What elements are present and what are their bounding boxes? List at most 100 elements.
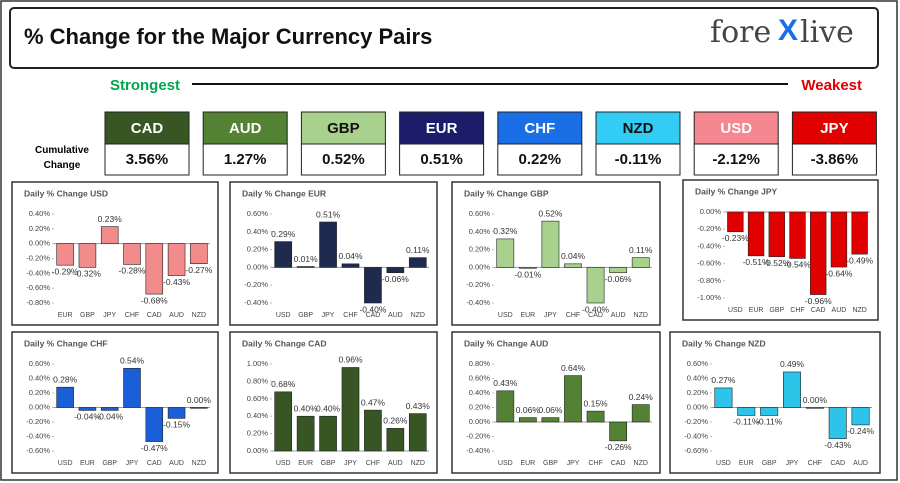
bar [518, 267, 537, 269]
x-tick-label: GBP [102, 460, 117, 467]
currency-cell [104, 143, 190, 176]
value-label: 0.00% [803, 395, 828, 405]
x-tick-label: NZD [411, 460, 425, 467]
value-label: 0.68% [271, 379, 296, 389]
y-tick-label: 0.20% [247, 429, 269, 438]
y-tick-label: -0.20% [244, 280, 268, 289]
value-label: -0.01% [514, 270, 541, 280]
y-tick-label: -0.40% [466, 298, 490, 307]
x-tick-label: GBP [543, 460, 558, 467]
bar [747, 211, 765, 257]
value-label: -0.96% [805, 296, 832, 306]
y-tick-label: 0.80% [247, 376, 269, 385]
value-label: -0.54% [784, 260, 811, 270]
x-tick-label: CHF [125, 312, 139, 319]
currency-name: USD [720, 120, 752, 137]
x-tick-label: NZD [634, 312, 648, 319]
currency-name: GBP [327, 120, 360, 137]
bar [631, 404, 650, 423]
currency-cell [497, 143, 583, 176]
y-tick-label: 0.40% [29, 209, 51, 218]
x-tick-label: AUD [832, 307, 847, 314]
currency-name: JPY [820, 120, 848, 137]
x-tick-label: CAD [147, 312, 162, 319]
y-tick-label: 0.40% [469, 227, 491, 236]
y-tick-label: 0.00% [247, 446, 269, 455]
x-tick-label: JPY [544, 312, 557, 319]
chart-title: Daily % Change NZD [682, 338, 766, 348]
bar [737, 407, 756, 416]
bar [408, 257, 427, 268]
bar [609, 421, 628, 442]
currency-name: EUR [426, 120, 458, 137]
bar [386, 267, 405, 274]
x-tick-label: CHF [790, 307, 804, 314]
x-tick-label: JPY [344, 460, 357, 467]
currency-value: -2.12% [712, 151, 760, 168]
value-label: -0.04% [96, 412, 123, 422]
x-tick-label: AUD [611, 312, 626, 319]
currency-value: -0.11% [615, 151, 662, 168]
value-label: 0.06% [538, 405, 563, 415]
y-tick-label: 0.20% [469, 402, 491, 411]
value-label: -0.11% [756, 417, 783, 427]
currency-cell [693, 143, 779, 176]
x-tick-label: JPY [786, 460, 799, 467]
header-box [9, 7, 879, 69]
bar [631, 257, 650, 268]
y-tick-label: 0.20% [469, 245, 491, 254]
value-label: 0.11% [629, 245, 653, 255]
x-tick-label: CAD [366, 312, 381, 319]
strongest-label: Strongest [110, 77, 180, 94]
value-label: 0.51% [316, 209, 341, 219]
value-label: -0.64% [825, 268, 852, 278]
bar [805, 407, 824, 409]
x-tick-label: CAD [611, 460, 626, 467]
weakest-label: Weakest [801, 77, 862, 94]
cumulative-label: Cumulative Change [35, 145, 89, 171]
logo-right: live [800, 15, 854, 50]
value-label: 0.49% [780, 359, 805, 369]
value-label: 0.52% [538, 208, 563, 218]
value-label: 0.28% [53, 374, 78, 384]
bar [319, 221, 337, 268]
value-label: 0.47% [361, 397, 386, 407]
chart-panel [451, 331, 661, 474]
currency-header [791, 111, 877, 145]
bar [760, 407, 779, 416]
bar [100, 226, 119, 244]
x-tick-label: NZD [192, 312, 206, 319]
value-label: 0.23% [98, 214, 123, 224]
x-tick-label: JPY [567, 460, 580, 467]
value-label: -0.32% [74, 269, 101, 279]
y-tick-label: 0.40% [687, 373, 709, 382]
bar [364, 409, 382, 452]
y-tick-label: 0.40% [247, 411, 269, 420]
page-title: % Change for the Major Currency Pairs [24, 24, 432, 49]
bar [341, 263, 360, 268]
y-tick-label: -0.40% [684, 431, 708, 440]
x-tick-label: NZD [411, 312, 425, 319]
value-label: -0.52% [763, 258, 790, 268]
bar [714, 387, 733, 408]
bar [564, 375, 582, 423]
value-label: -0.26% [605, 442, 632, 452]
value-label: -0.27% [185, 265, 212, 275]
value-label: -0.06% [382, 274, 409, 284]
x-tick-label: CHF [808, 460, 822, 467]
x-tick-label: GBP [321, 460, 336, 467]
y-tick-label: -0.80% [697, 276, 721, 285]
bar [190, 407, 208, 409]
x-tick-label: CHF [588, 460, 602, 467]
currency-cell [300, 143, 386, 176]
y-tick-label: 0.00% [469, 262, 491, 271]
value-label: -0.51% [743, 257, 770, 267]
value-label: -0.47% [141, 443, 168, 453]
y-tick-label: 0.40% [469, 388, 491, 397]
currency-cell [399, 143, 485, 176]
y-tick-label: -0.40% [466, 446, 490, 455]
bar [190, 243, 208, 264]
value-label: 0.01% [294, 254, 319, 264]
value-label: 0.54% [120, 356, 145, 366]
bar [100, 407, 119, 411]
